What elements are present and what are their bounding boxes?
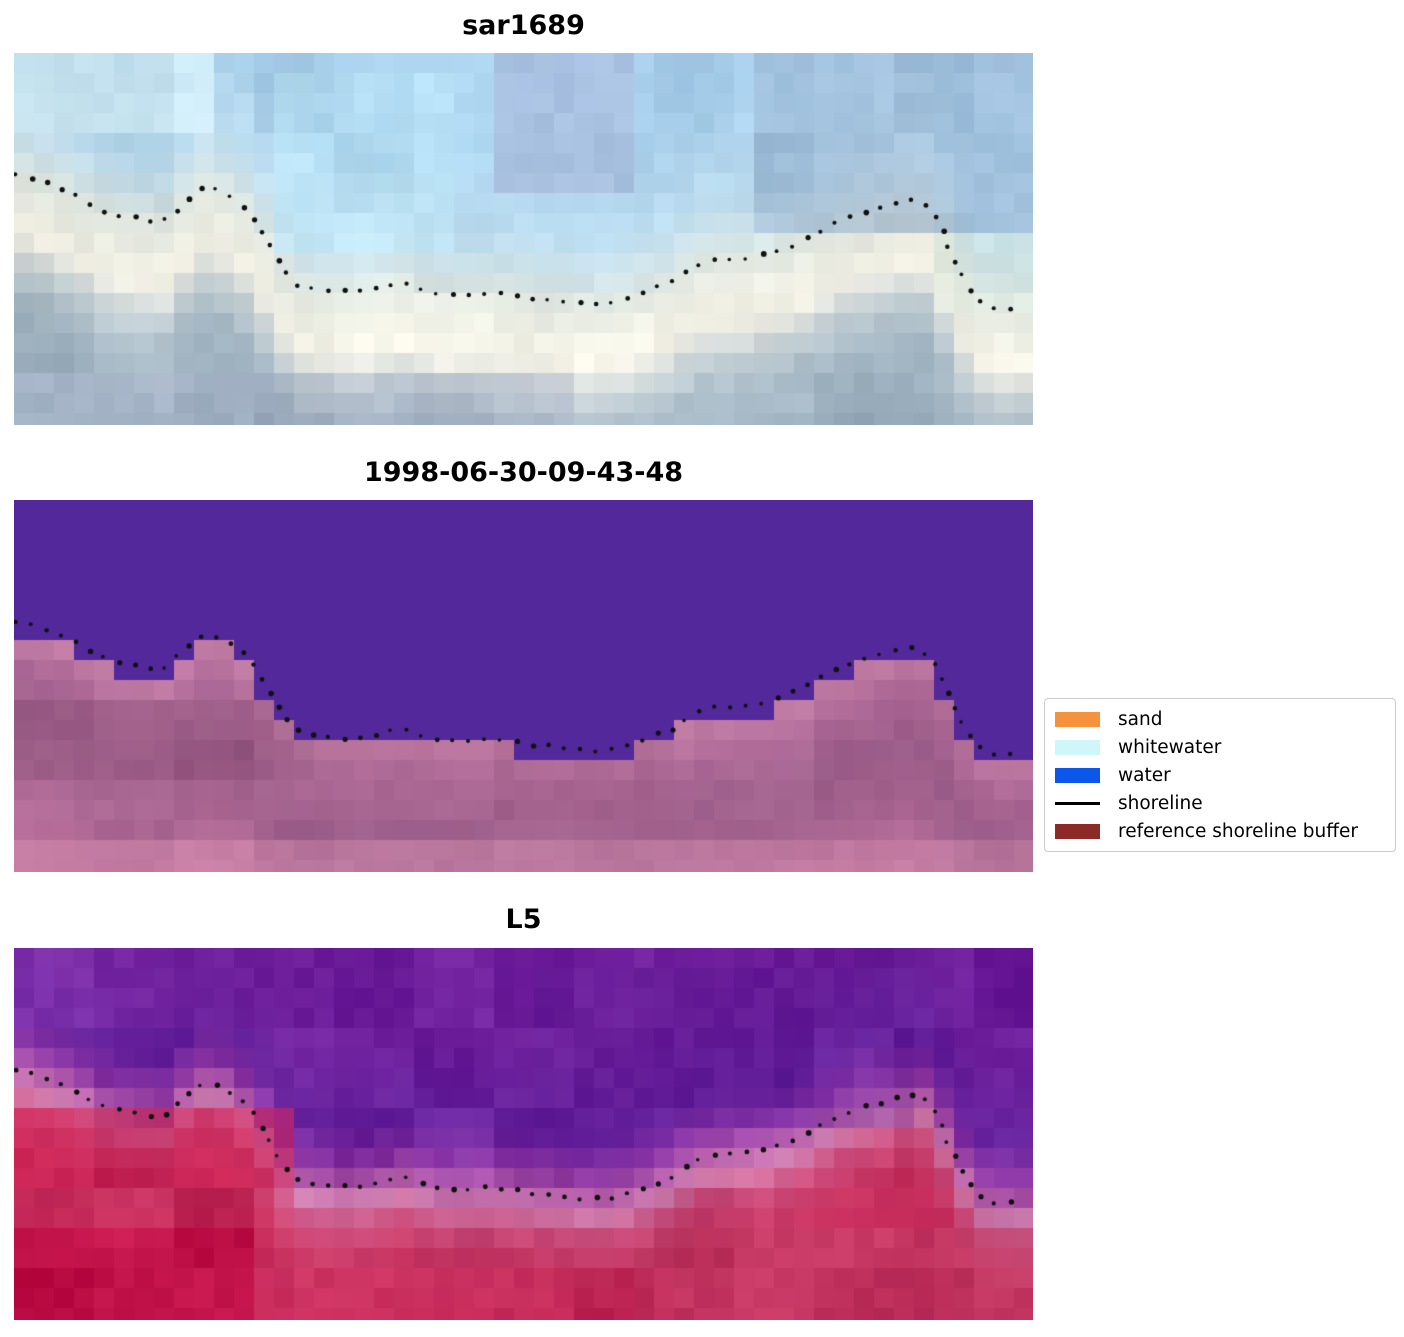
- classified-image: [14, 500, 1033, 872]
- sand-swatch-icon: [1055, 711, 1100, 727]
- panel-title-sar1689: sar1689: [462, 10, 585, 41]
- legend-item-sand: sand: [1055, 705, 1385, 733]
- legend-item-shoreline: shoreline: [1055, 789, 1385, 817]
- legend-label-water: water: [1118, 764, 1171, 786]
- legend-item-water: water: [1055, 761, 1385, 789]
- panel-title-l5: L5: [505, 904, 542, 935]
- legend-label-reference-shoreline-buffer: reference shoreline buffer: [1118, 820, 1358, 842]
- shoreline-line-swatch-icon: [1055, 801, 1100, 805]
- legend-item-whitewater: whitewater: [1055, 733, 1385, 761]
- water-swatch-icon: [1055, 767, 1100, 783]
- legend-item-reference-shoreline-buffer: reference shoreline buffer: [1055, 817, 1385, 845]
- l5-image: [14, 948, 1033, 1320]
- reference-shoreline-buffer-swatch-icon: [1055, 823, 1100, 839]
- legend-label-sand: sand: [1118, 708, 1163, 730]
- sar1689-image: [14, 53, 1033, 425]
- legend-label-whitewater: whitewater: [1118, 736, 1222, 758]
- panel-title-classified-date: 1998-06-30-09-43-48: [363, 457, 684, 488]
- legend-label-shoreline: shoreline: [1118, 792, 1203, 814]
- legend: sand whitewater water shoreline referenc…: [1044, 698, 1396, 852]
- whitewater-swatch-icon: [1055, 739, 1100, 755]
